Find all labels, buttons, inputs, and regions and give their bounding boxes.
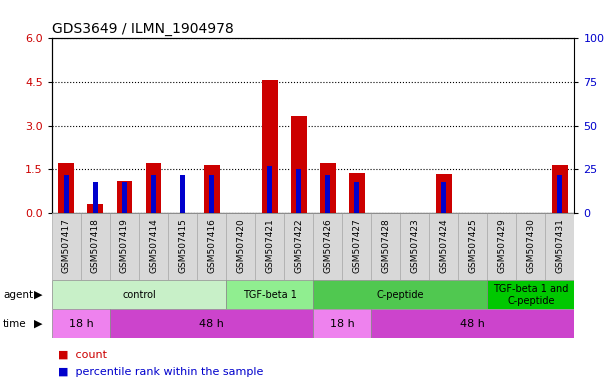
Bar	[52, 309, 110, 338]
Bar	[180, 175, 185, 213]
Text: GSM507426: GSM507426	[323, 218, 332, 273]
Bar	[313, 280, 488, 309]
Bar	[122, 182, 127, 213]
Text: agent: agent	[3, 290, 33, 300]
Bar	[291, 116, 307, 213]
Bar	[110, 213, 139, 280]
Text: time: time	[3, 318, 27, 329]
Text: 18 h: 18 h	[330, 318, 354, 329]
Bar	[552, 165, 568, 213]
Bar	[557, 175, 563, 213]
Text: GSM507418: GSM507418	[91, 218, 100, 273]
Bar	[52, 280, 226, 309]
Bar	[168, 213, 197, 280]
Text: control: control	[122, 290, 156, 300]
Bar	[197, 213, 226, 280]
Text: GSM507425: GSM507425	[468, 218, 477, 273]
Text: GSM507414: GSM507414	[149, 218, 158, 273]
Text: 48 h: 48 h	[199, 318, 224, 329]
Bar	[203, 165, 219, 213]
Text: GSM507415: GSM507415	[178, 218, 187, 273]
Bar	[458, 213, 488, 280]
Text: GSM507422: GSM507422	[294, 218, 303, 273]
Text: ▶: ▶	[34, 290, 42, 300]
Bar	[110, 309, 313, 338]
Bar	[349, 173, 365, 213]
Bar	[226, 280, 313, 309]
Text: 18 h: 18 h	[68, 318, 93, 329]
Bar	[400, 213, 429, 280]
Bar	[313, 213, 342, 280]
Text: GSM507424: GSM507424	[439, 218, 448, 273]
Text: GSM507416: GSM507416	[207, 218, 216, 273]
Bar	[354, 182, 359, 213]
Text: GDS3649 / ILMN_1904978: GDS3649 / ILMN_1904978	[52, 22, 233, 36]
Text: TGF-beta 1 and
C-peptide: TGF-beta 1 and C-peptide	[493, 284, 568, 306]
Text: GSM507429: GSM507429	[497, 218, 507, 273]
Bar	[371, 213, 400, 280]
Text: TGF-beta 1: TGF-beta 1	[243, 290, 296, 300]
Bar	[296, 169, 301, 213]
Text: GSM507417: GSM507417	[62, 218, 71, 273]
Text: GSM507428: GSM507428	[381, 218, 390, 273]
Text: GSM507431: GSM507431	[555, 218, 565, 273]
Bar	[151, 175, 156, 213]
Bar	[371, 309, 574, 338]
Bar	[429, 213, 458, 280]
Bar	[52, 213, 81, 280]
Text: C-peptide: C-peptide	[376, 290, 424, 300]
Bar	[313, 309, 371, 338]
Text: GSM507420: GSM507420	[236, 218, 245, 273]
Text: GSM507427: GSM507427	[352, 218, 361, 273]
Text: GSM507421: GSM507421	[265, 218, 274, 273]
Bar	[93, 182, 98, 213]
Text: GSM507419: GSM507419	[120, 218, 129, 273]
Bar	[262, 80, 277, 213]
Bar	[267, 166, 273, 213]
Text: ■  count: ■ count	[58, 349, 107, 359]
Bar	[226, 213, 255, 280]
Bar	[255, 213, 284, 280]
Bar	[516, 213, 546, 280]
Bar	[64, 175, 69, 213]
Bar	[81, 213, 110, 280]
Text: 48 h: 48 h	[460, 318, 485, 329]
Bar	[139, 213, 168, 280]
Bar	[59, 163, 75, 213]
Text: GSM507423: GSM507423	[410, 218, 419, 273]
Bar	[284, 213, 313, 280]
Bar	[320, 163, 335, 213]
Bar	[209, 175, 214, 213]
Bar	[117, 181, 133, 213]
Text: GSM507430: GSM507430	[526, 218, 535, 273]
Bar	[325, 175, 331, 213]
Text: ▶: ▶	[34, 318, 42, 329]
Bar	[145, 163, 161, 213]
Text: ■  percentile rank within the sample: ■ percentile rank within the sample	[58, 367, 263, 377]
Bar	[488, 280, 574, 309]
Bar	[441, 182, 447, 213]
Bar	[436, 174, 452, 213]
Bar	[546, 213, 574, 280]
Bar	[342, 213, 371, 280]
Bar	[87, 204, 103, 213]
Bar	[488, 213, 516, 280]
